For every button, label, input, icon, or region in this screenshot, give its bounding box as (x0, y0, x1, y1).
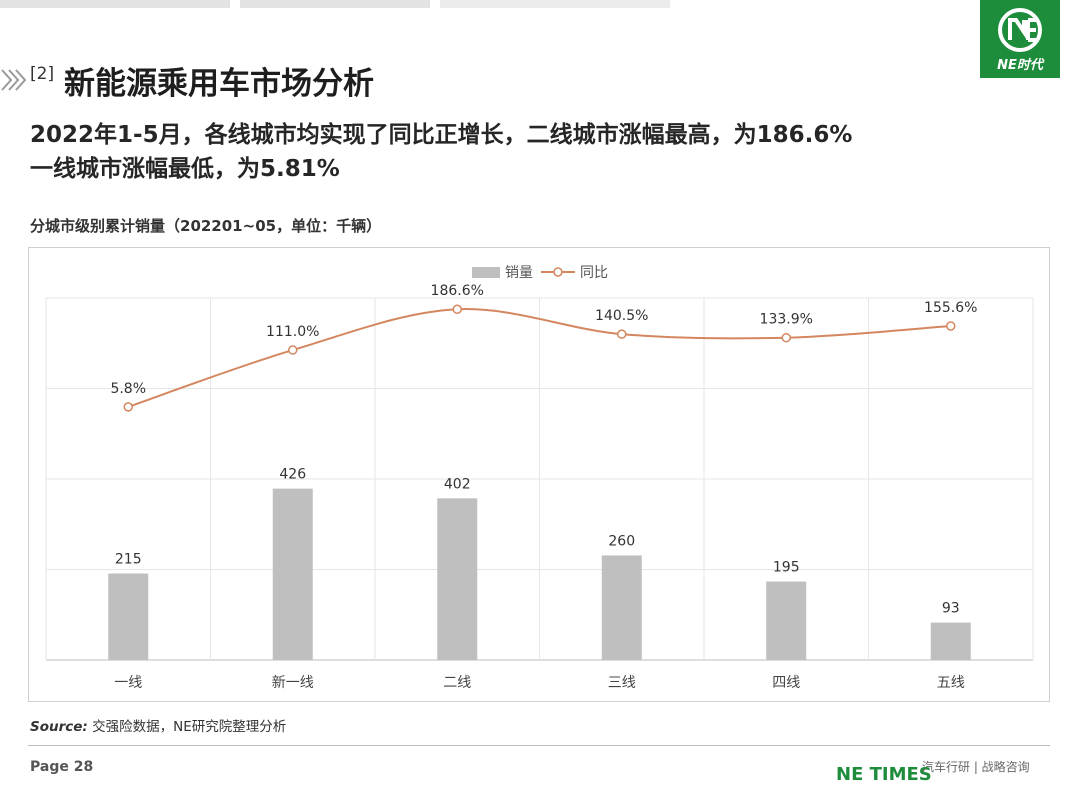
legend-line-marker (553, 267, 563, 277)
logo-text: NE时代 (997, 58, 1043, 73)
line-points (123, 304, 956, 412)
x-label-0: 一线 (114, 675, 142, 691)
chart-container: 215 426 402 260 195 93 5.8% 111.0% 186.6% 140.5%… (28, 247, 1050, 702)
line-label-3: 140.5% (595, 308, 648, 324)
bar-5 (930, 622, 971, 660)
source-note: Source: 交强险数据，NE研究院整理分析 (30, 715, 286, 735)
footer-divider (28, 745, 1050, 746)
bar-label-2: 402 (444, 476, 471, 492)
source-text: 交强险数据，NE研究院整理分析 (87, 719, 287, 735)
bar-label-0: 215 (115, 552, 142, 568)
page-number: Page 28 (30, 759, 94, 775)
line-point-1 (288, 345, 298, 355)
legend-bar-label: 销量 (505, 265, 533, 281)
line-label-0: 5.8% (110, 381, 146, 397)
x-label-4: 四线 (772, 675, 800, 691)
chart-caption: 分城市级别累计销量（202201~05，单位：千辆） (30, 217, 382, 235)
line-label-1: 111.0% (266, 324, 319, 340)
top-decor-bar (0, 0, 670, 8)
source-label: Source: (30, 719, 88, 735)
headline-line-1: 2022年1-5月，各线城市均实现了同比正增长，二线城市涨幅最高，为186.6% (30, 122, 853, 148)
section-title: 新能源乘用车市场分析 (64, 66, 374, 102)
line-point-4 (781, 332, 791, 343)
x-label-3: 三线 (608, 675, 636, 691)
legend: 销量 同比 (472, 265, 608, 281)
bar-label-3: 260 (608, 533, 635, 549)
ne-times-logo: NE时代 (980, 0, 1060, 78)
x-axis-labels: 一线 新一线 二线 三线 四线 五线 (114, 675, 965, 691)
brand-tagline: 汽车行研 | 战略咨询 (922, 760, 1030, 774)
bar-4 (766, 581, 807, 660)
line-point-5 (946, 321, 956, 331)
chevron-icon (1, 69, 27, 91)
ne-logo-icon (998, 8, 1042, 52)
line-point-0 (123, 402, 133, 412)
line-point-3 (617, 329, 627, 339)
line-label-2: 186.6% (431, 283, 484, 299)
bar-0 (108, 573, 149, 660)
section-number: [2] (30, 64, 55, 84)
x-label-5: 五线 (937, 675, 965, 691)
bar-3 (601, 555, 642, 660)
bar-label-4: 195 (773, 560, 800, 576)
legend-bar-swatch (472, 267, 500, 278)
brand-name: NE TIMES (836, 764, 932, 785)
line-label-4: 133.9% (760, 312, 813, 328)
bar-2 (437, 498, 478, 660)
x-label-2: 二线 (443, 675, 471, 691)
bar-label-1: 426 (279, 467, 306, 483)
line-label-5: 155.6% (924, 300, 977, 316)
bar-labels: 215 426 402 260 195 93 (115, 467, 960, 617)
combo-chart: 215 426 402 260 195 93 5.8% 111.0% 186.6% 140.5%… (45, 265, 1034, 691)
legend-line-label: 同比 (580, 265, 608, 281)
headline: 2022年1-5月，各线城市均实现了同比正增长，二线城市涨幅最高，为186.6%… (30, 118, 852, 186)
line-point-2 (452, 304, 462, 314)
yoy-line (127, 308, 951, 408)
x-label-1: 新一线 (272, 675, 314, 691)
bar-1 (272, 488, 313, 660)
bar-label-5: 93 (942, 601, 960, 617)
line-labels: 5.8% 111.0% 186.6% 140.5% 133.9% 155.6% (110, 283, 977, 397)
gridlines (45, 297, 1034, 661)
bars (108, 488, 971, 660)
headline-line-2: 一线城市涨幅最低，为5.81% (30, 156, 340, 182)
